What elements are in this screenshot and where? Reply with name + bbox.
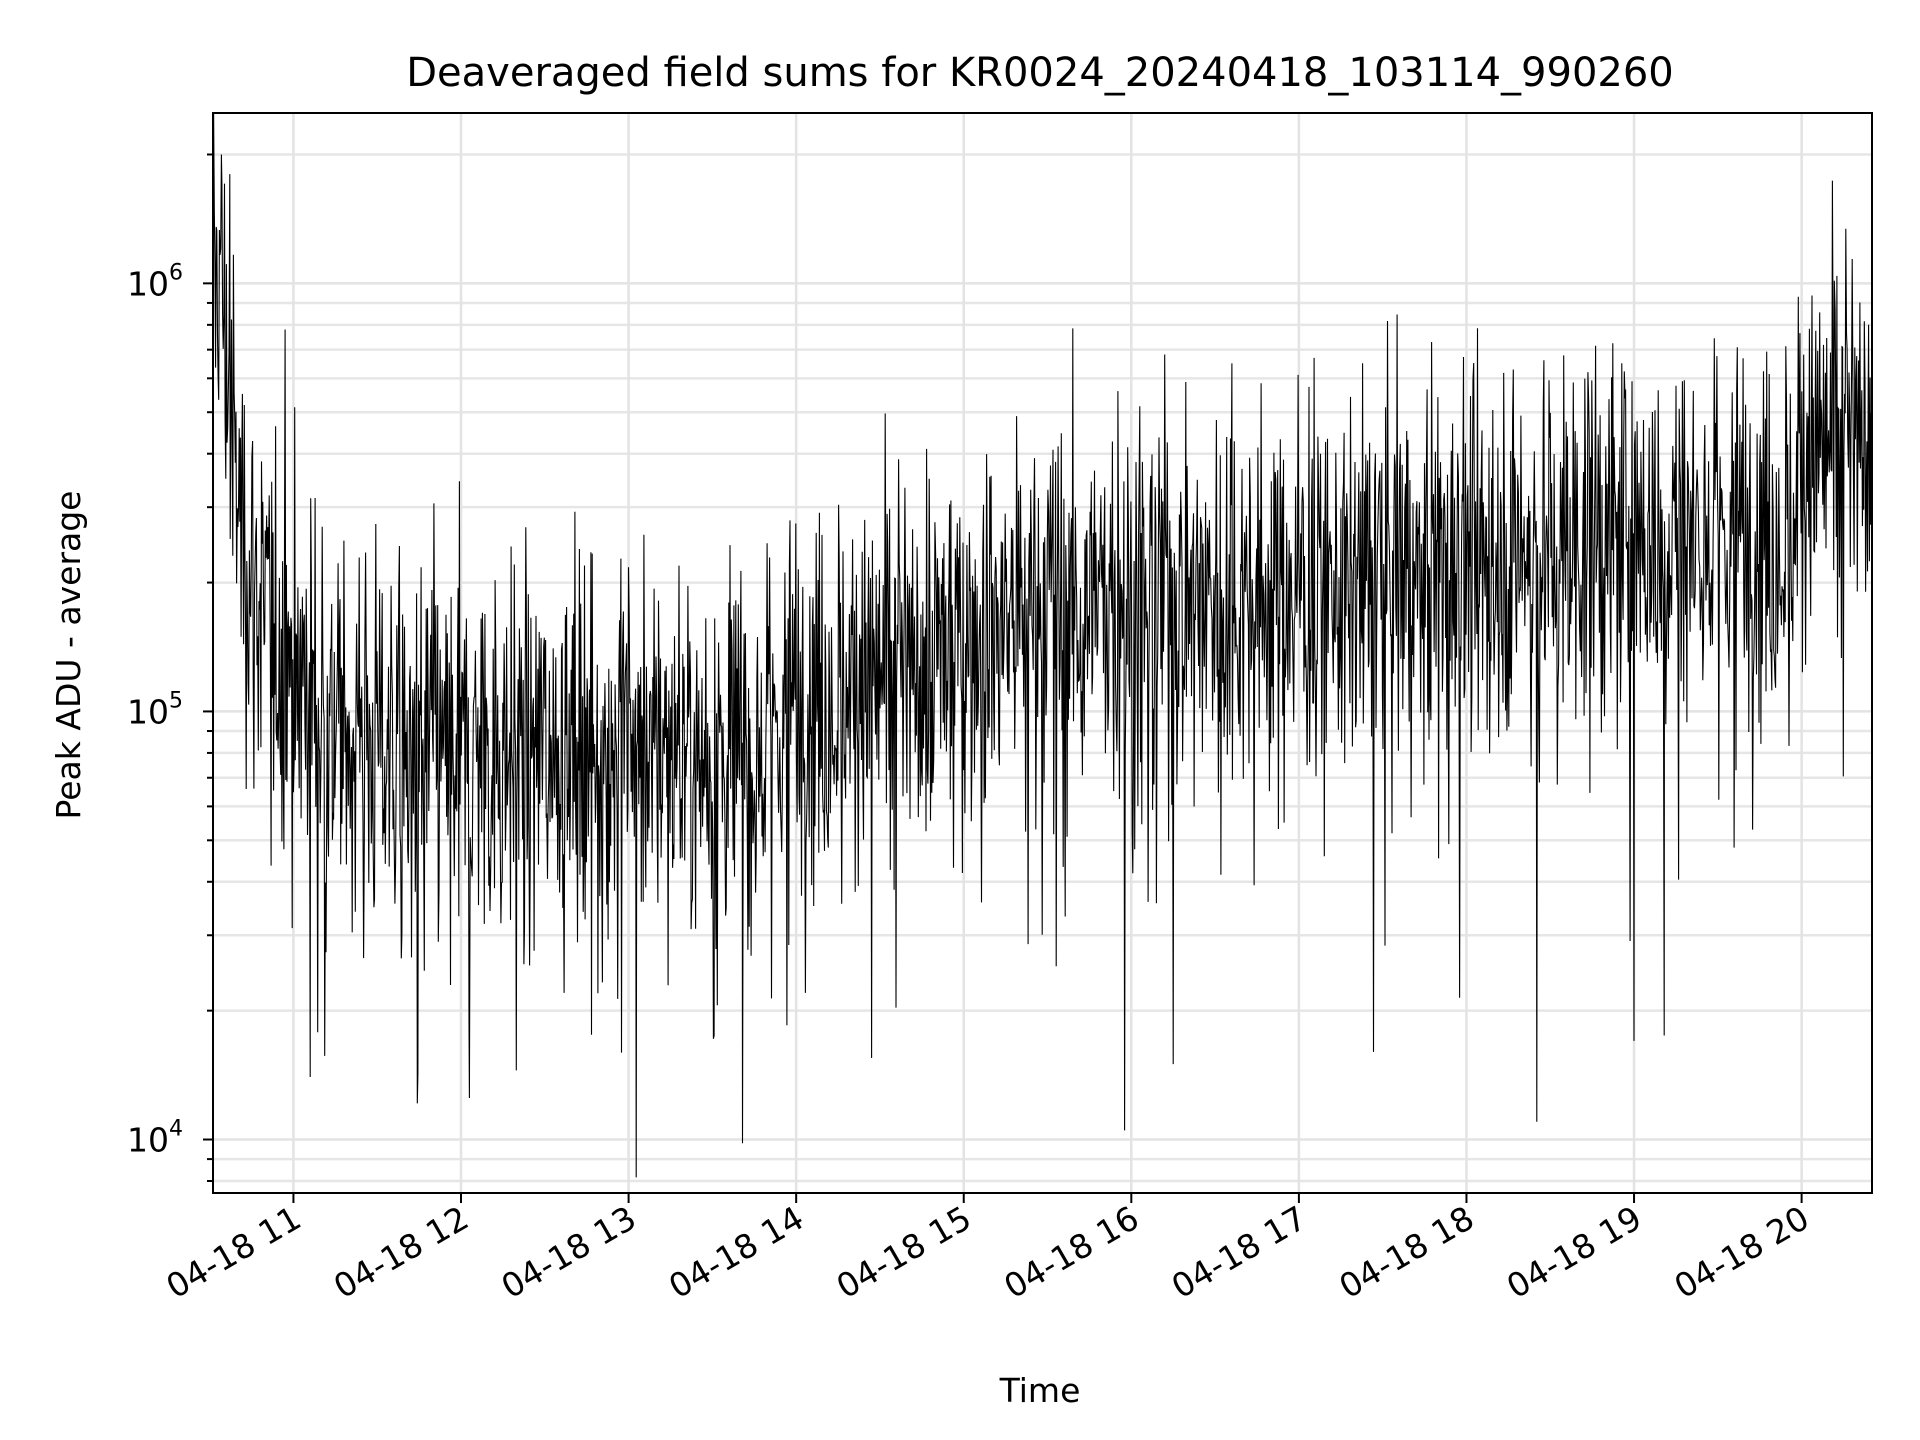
y-tick-exponent: 6 (169, 260, 183, 285)
y-tick-base: 10 (127, 1121, 169, 1160)
x-tick-label: 04-18 20 (1668, 1198, 1816, 1306)
x-tick-label: 04-18 11 (159, 1198, 307, 1306)
y-tick-label: 105 (127, 688, 183, 731)
plot-frame (212, 112, 1873, 1194)
plot-area (213, 113, 1872, 1178)
y-tick-exponent: 4 (169, 1117, 183, 1142)
x-tick-label: 04-18 18 (1332, 1198, 1480, 1306)
chart-title: Deaveraged field sums for KR0024_2024041… (406, 50, 1674, 96)
x-tick-label: 04-18 14 (662, 1198, 810, 1306)
series-line (213, 113, 1872, 1178)
x-tick-label: 04-18 16 (997, 1198, 1145, 1306)
x-tick-label: 04-18 19 (1500, 1198, 1648, 1306)
y-tick-base: 10 (127, 264, 169, 303)
y-tick-label: 106 (127, 260, 183, 303)
x-tick-label: 04-18 17 (1165, 1198, 1313, 1306)
x-axis-label: Time (999, 1371, 1081, 1410)
x-tick-label: 04-18 13 (495, 1198, 643, 1306)
y-tick-base: 10 (127, 692, 169, 731)
y-tick-label: 104 (127, 1117, 183, 1160)
y-axis-label: Peak ADU - average (49, 491, 88, 820)
x-tick-label: 04-18 12 (327, 1198, 475, 1306)
x-tick-label: 04-18 15 (830, 1198, 978, 1306)
y-tick-exponent: 5 (169, 688, 183, 713)
grid (213, 113, 1872, 1193)
